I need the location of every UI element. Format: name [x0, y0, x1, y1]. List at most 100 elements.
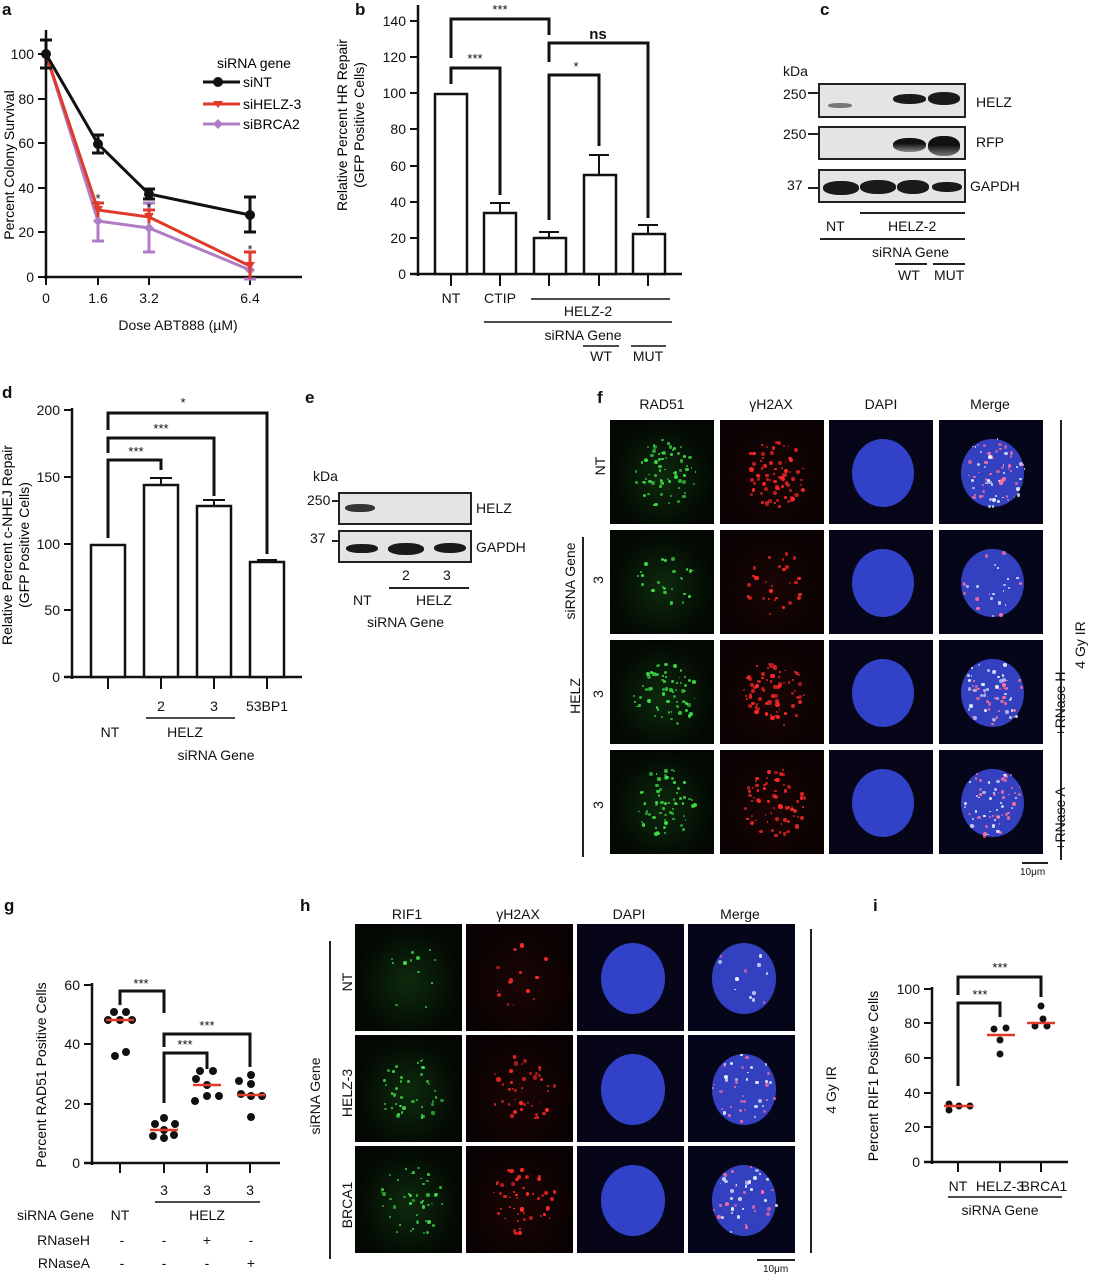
- panel-letter-f: f: [597, 388, 603, 407]
- chart-g-row-sirna: siRNA Gene: [17, 1207, 94, 1223]
- chart-g-row-rnaseh: RNaseH: [37, 1232, 90, 1248]
- chart-a-xtick: 6.4: [240, 290, 260, 306]
- chart-i-ytick: 40: [904, 1085, 920, 1101]
- micrograph-red-row3: [466, 1146, 573, 1253]
- chart-a-ylabel: Percent Colony Survival: [1, 90, 17, 239]
- chart-g-rad51: 0 20 40 60 Percent RAD51 Positive Cells …: [17, 976, 280, 1271]
- micrograph-merge-row4: [938, 750, 1043, 854]
- micro-h-4gyir: 4 Gy IR: [823, 1066, 839, 1114]
- blot-c-lane-helz2: HELZ-2: [888, 218, 937, 234]
- chart-a-colony-survival: 0 20 40 60 80 100 0 1.6 3.2 6.4 Dose ABT…: [1, 30, 302, 333]
- chart-b-sig: ***: [467, 51, 482, 66]
- micro-f-row-3a: 3: [590, 576, 606, 584]
- panel-letter-h: h: [300, 896, 311, 915]
- micrograph-red-row2: [466, 1035, 573, 1142]
- blot-e-lane-3: 3: [443, 567, 451, 583]
- micrograph-blue-row3: [577, 1146, 684, 1253]
- chart-b-ytick: 20: [390, 230, 406, 246]
- micro-h-row-nt: NT: [339, 972, 355, 992]
- chart-b-sig-ns: ns: [589, 26, 607, 43]
- chart-d-nhej-repair: 0 50 100 150 200 Relative Percent c-NHEJ…: [0, 395, 302, 763]
- micrograph-merge-row3: [938, 640, 1043, 744]
- chart-d-ytick: 0: [52, 669, 60, 685]
- blot-c-label-rfp: RFP: [976, 134, 1004, 150]
- micro-f-row-3b: 3: [590, 690, 606, 698]
- micro-f-col-dapi: DAPI: [864, 396, 898, 412]
- micro-f-row-3c: 3: [590, 801, 606, 809]
- micrograph-green-row1: [355, 924, 462, 1031]
- micrograph-red-row1: [719, 420, 824, 524]
- blot-c-marker-250b: 250: [783, 126, 807, 142]
- blot-e-marker-37: 37: [310, 530, 326, 546]
- blot-c-lane-nt: NT: [826, 218, 845, 234]
- chart-b-ytick: 140: [383, 13, 407, 29]
- chart-a-ytick: 60: [18, 135, 34, 151]
- micro-f-col-gh2ax: γH2AX: [749, 396, 793, 412]
- chart-g-sig: ***: [177, 1037, 192, 1052]
- chart-d-group-helz: HELZ: [167, 724, 203, 740]
- chart-g-cell: -: [120, 1255, 125, 1271]
- chart-b-ylabel: Relative Percent HR Repair(GFP Positive …: [334, 39, 367, 211]
- blot-e-lane-helz: HELZ: [416, 592, 452, 608]
- panel-letter-d: d: [2, 383, 13, 402]
- blot-e-sirna: siRNA Gene: [367, 614, 445, 630]
- chart-g-ytick: 40: [64, 1036, 80, 1052]
- micro-f-row-nt: NT: [592, 456, 608, 476]
- chart-b-ytick: 40: [390, 194, 406, 210]
- chart-d-xcat-nt: NT: [101, 724, 120, 740]
- chart-d-sig: ***: [128, 444, 143, 459]
- blot-c-marker-250: 250: [783, 86, 807, 102]
- micro-h-row-brca1: BRCA1: [339, 1181, 355, 1229]
- chart-b-group-sirna: siRNA Gene: [544, 327, 621, 343]
- chart-i-ytick: 60: [904, 1050, 920, 1066]
- micro-f-rnaseh: +RNase H: [1052, 671, 1068, 737]
- chart-g-col-label: 3: [160, 1182, 168, 1198]
- micro-h-col-dapi: DAPI: [612, 906, 646, 922]
- chart-d-sig: ***: [153, 421, 168, 436]
- micrograph-blue-row1: [577, 924, 684, 1031]
- blot-c-mut: MUT: [934, 267, 965, 283]
- chart-d-ytick: 150: [37, 469, 61, 485]
- micro-f-col-rad51: RAD51: [639, 396, 685, 412]
- chart-b-ytick: 120: [383, 49, 407, 65]
- micro-h-row-helz3: HELZ-3: [339, 1068, 355, 1118]
- chart-b-group-wt: WT: [590, 348, 612, 364]
- micro-f-group-helz: HELZ: [567, 678, 583, 714]
- chart-d-sig: *: [180, 395, 185, 410]
- chart-i-ytick: 0: [912, 1154, 920, 1170]
- chart-g-cell: -: [205, 1255, 210, 1271]
- chart-i-xcat: BRCA1: [1021, 1178, 1068, 1194]
- blot-e-helz: [338, 492, 472, 525]
- chart-g-col-label: 3: [203, 1182, 211, 1198]
- chart-a-sig: *: [247, 242, 252, 257]
- blot-c-gapdh: [818, 169, 966, 203]
- chart-g-cell: -: [120, 1232, 125, 1248]
- legend-title: siRNA gene: [217, 55, 291, 71]
- chart-g-sig: ***: [199, 1018, 214, 1033]
- chart-g-col-label: 3: [246, 1182, 254, 1198]
- blot-c-marker-37: 37: [787, 177, 803, 193]
- chart-a-xtick: 3.2: [139, 290, 159, 306]
- blot-e-marker-250: 250: [307, 492, 331, 508]
- chart-a-ytick: 0: [26, 269, 34, 285]
- micrograph-merge-row3: [688, 1146, 795, 1253]
- micrograph-blue-row3: [829, 640, 933, 744]
- chart-a-ytick: 80: [18, 91, 34, 107]
- micrograph-merge-row1: [688, 924, 795, 1031]
- panel-letter-a: a: [2, 0, 12, 19]
- micrograph-merge-row2: [938, 530, 1043, 634]
- blot-c-label-helz: HELZ: [976, 94, 1012, 110]
- micrograph-blue-row2: [577, 1035, 684, 1142]
- micro-f-scalebar: 10μm: [1020, 867, 1046, 878]
- chart-g-ytick: 0: [72, 1155, 80, 1171]
- chart-i-xlabel: siRNA Gene: [961, 1202, 1038, 1218]
- chart-g-cell: -: [249, 1232, 254, 1248]
- micrograph-merge-row1: [938, 420, 1043, 524]
- chart-b-ytick: 0: [398, 266, 406, 282]
- chart-g-ylabel: Percent RAD51 Positive Cells: [33, 982, 49, 1167]
- chart-b-xcat: CTIP: [484, 290, 516, 306]
- chart-b-ytick: 60: [390, 158, 406, 174]
- chart-b-ytick: 80: [390, 121, 406, 137]
- chart-b-xcat: NT: [442, 290, 461, 306]
- micrograph-blue-row1: [829, 420, 933, 524]
